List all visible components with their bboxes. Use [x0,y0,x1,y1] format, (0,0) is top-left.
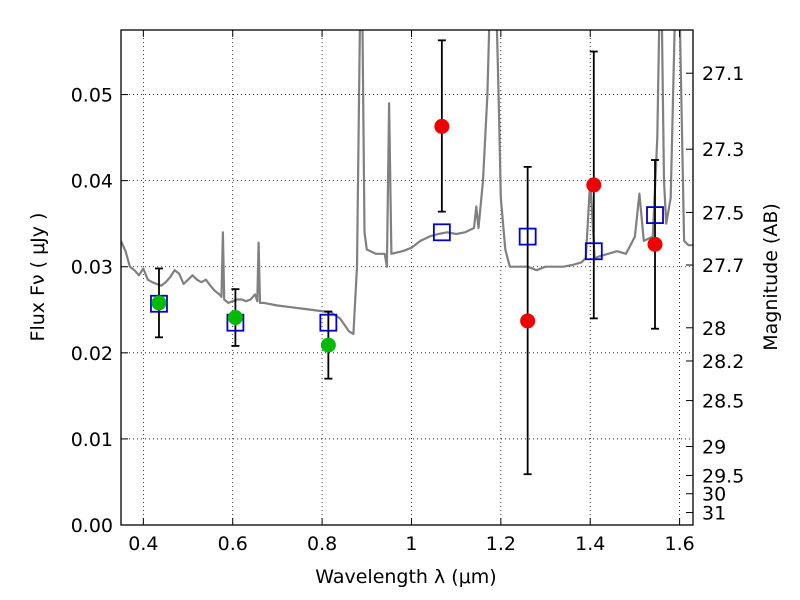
y-tick-label: 0.02 [71,343,113,365]
red-data-point [647,236,663,252]
y2-tick-label: 28 [702,318,726,340]
y2-tick-label: 28.2 [702,351,744,373]
model-photometry-point [646,206,664,224]
plot-frame [120,29,694,526]
y2-tick-label: 30 [702,484,726,506]
x-tick-label: 1.2 [486,533,516,555]
y-tick-label: 0.04 [71,171,113,193]
model-photometry-point [319,313,338,332]
y-tick-label: 0.01 [71,429,113,451]
green-data-point [320,337,336,353]
y2-tick-label: 29.5 [702,465,744,487]
green-data-point [227,310,243,326]
y2-tick-label: 27.7 [702,255,744,277]
red-data-point [586,177,602,193]
plot-area [121,30,693,476]
model-photometry-point [432,223,451,242]
axes: 0.4 0.6 0.8 1 1.2 1.4 1.6 0.00 0.01 0.02 0.03 0.04 0… [71,30,744,555]
x-tick-label: 1 [405,533,417,555]
y-axis-label: Flux Fν ( μJy ) [27,213,49,342]
y2-tick-label: 28.5 [702,391,744,413]
y2-axis-label: Magnitude (AB) [760,203,782,351]
y-tick-label: 0.05 [71,85,113,107]
y2-tick-label: 27.5 [702,202,744,224]
x-tick-label: 1.4 [575,533,605,555]
y2-tick-label: 27.3 [702,139,744,161]
x-axis-label: Wavelength λ (μm) [315,566,496,588]
green-data-point [151,295,167,311]
sed-model-line [121,30,693,335]
x-tick-label: 0.4 [128,533,158,555]
x-tick-label: 1.6 [664,533,694,555]
y2-tick-label: 31 [702,503,726,525]
model-photometry-point [518,227,537,246]
y2-tick-label: 29 [702,436,726,458]
y-tick-label: 0.03 [71,257,113,279]
x-tick-label: 0.6 [218,533,248,555]
y-tick-label: 0.00 [71,515,113,537]
red-data-point [520,313,536,329]
red-data-point [434,118,450,134]
y2-tick-label: 27.1 [702,63,744,85]
model-photometry-point [584,242,603,261]
x-tick-label: 0.8 [307,533,337,555]
